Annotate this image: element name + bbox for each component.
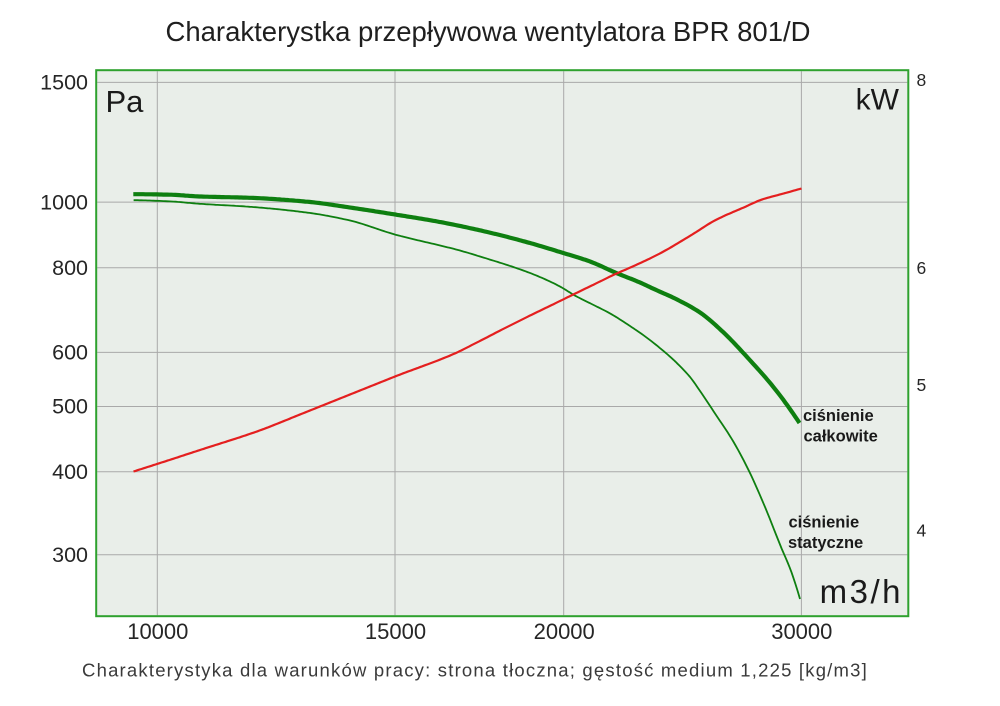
svg-text:500: 500 xyxy=(52,395,88,419)
svg-text:Pa: Pa xyxy=(106,84,145,119)
svg-text:400: 400 xyxy=(52,460,88,484)
svg-text:ciśnienie: ciśnienie xyxy=(803,407,874,425)
svg-text:kW: kW xyxy=(856,84,900,117)
svg-text:300: 300 xyxy=(52,543,88,567)
svg-text:8: 8 xyxy=(917,70,927,90)
svg-text:600: 600 xyxy=(52,341,88,365)
svg-text:800: 800 xyxy=(52,256,88,280)
svg-text:1500: 1500 xyxy=(40,71,88,95)
svg-text:4: 4 xyxy=(917,520,927,540)
svg-text:10000: 10000 xyxy=(127,619,188,644)
svg-text:Charakterystyka dla warunków p: Charakterystyka dla warunków pracy: stro… xyxy=(82,660,868,681)
svg-text:statyczne: statyczne xyxy=(788,534,863,552)
svg-text:ciśnienie: ciśnienie xyxy=(789,513,860,531)
svg-text:30000: 30000 xyxy=(771,619,832,644)
svg-text:15000: 15000 xyxy=(365,619,426,644)
svg-text:6: 6 xyxy=(917,258,927,278)
svg-text:5: 5 xyxy=(917,375,927,395)
svg-text:Charakterystka przepływowa wen: Charakterystka przepływowa wentylatora B… xyxy=(165,16,810,47)
svg-text:m3/h: m3/h xyxy=(820,573,903,610)
svg-text:20000: 20000 xyxy=(534,619,595,644)
svg-text:1000: 1000 xyxy=(40,190,88,214)
svg-text:całkowite: całkowite xyxy=(804,428,878,446)
